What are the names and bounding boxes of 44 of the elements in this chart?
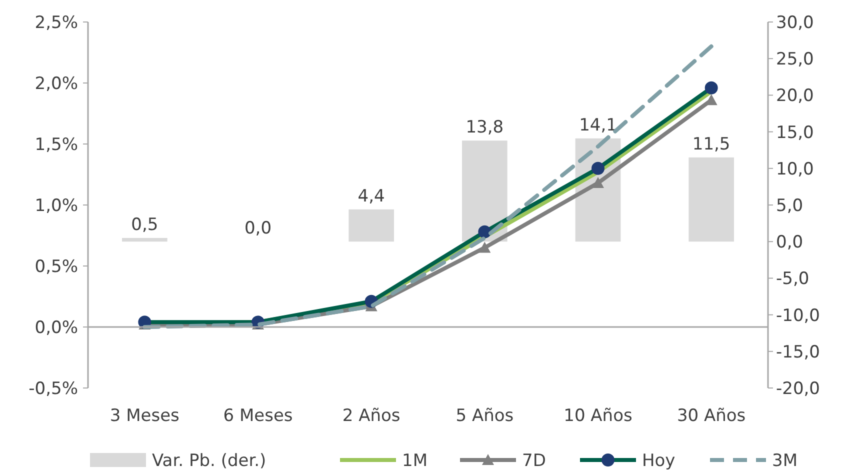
x-tick-label: 30 Años	[676, 406, 746, 426]
x-tick-label: 3 Meses	[110, 406, 180, 426]
data-label: 0,5	[131, 214, 158, 235]
bar	[122, 238, 168, 242]
point	[592, 177, 604, 188]
x-tick-label: 10 Años	[564, 406, 632, 426]
bar	[688, 157, 734, 242]
legend-label: 3M	[772, 451, 798, 471]
legend-label: 1M	[402, 451, 428, 471]
x-tick-label: 2 Años	[342, 406, 400, 426]
data-label: 11,5	[692, 134, 730, 154]
y-tick-label: 2,5%	[34, 13, 78, 33]
y2-tick-label: 20,0	[776, 86, 814, 106]
bar	[348, 209, 394, 242]
y-tick-label: 0,5%	[34, 257, 78, 277]
point	[704, 81, 718, 94]
x-tick-label: 5 Años	[456, 406, 514, 426]
point	[478, 225, 492, 238]
data-label: 14,1	[579, 115, 617, 136]
legend-label: Hoy	[642, 451, 676, 471]
y-tick-label: 1,0%	[34, 196, 78, 216]
y2-tick-label: 30,0	[776, 13, 814, 33]
data-label: 4,4	[358, 186, 385, 206]
point	[592, 162, 604, 175]
y2-tick-label: -5,0	[776, 269, 810, 290]
y2-tick-label: 15,0	[776, 122, 814, 143]
data-label: 13,8	[466, 118, 504, 138]
data-label: 0,0	[244, 218, 272, 239]
y2-tick-label: 10,0	[776, 159, 814, 180]
y2-tick-label: 0,0	[776, 232, 804, 253]
legend-label: 7D	[522, 451, 546, 471]
y-tick-label: 2,0%	[34, 74, 78, 94]
y2-tick-label: -10,0	[776, 306, 820, 326]
y-tick-label: 0,0%	[34, 318, 78, 338]
y2-tick-label: -20,0	[776, 379, 820, 399]
y-tick-label: 1,5%	[34, 135, 78, 155]
y2-tick-label: 25,0	[776, 50, 814, 70]
y-tick-label: -0,5%	[28, 379, 78, 399]
legend-label: Var. Pb. (der.)	[152, 451, 266, 471]
bar	[462, 140, 508, 242]
point	[478, 242, 491, 253]
y2-tick-label: -15,0	[776, 342, 820, 362]
y2-tick-label: 5,0	[776, 196, 804, 216]
x-tick-label: 6 Meses	[223, 406, 293, 426]
